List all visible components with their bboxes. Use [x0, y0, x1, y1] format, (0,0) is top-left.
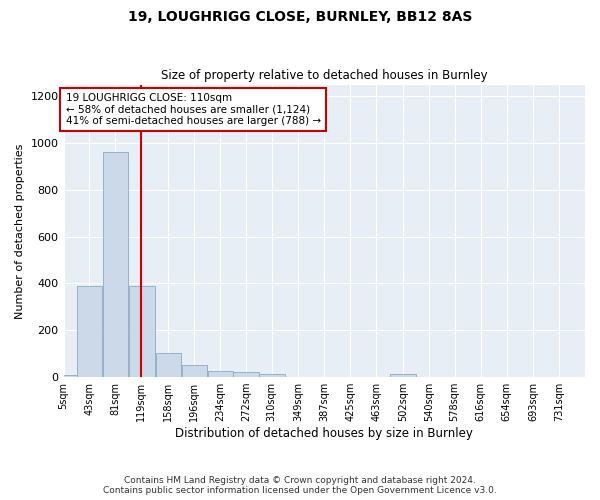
Bar	[129, 286, 155, 377]
Bar	[182, 366, 207, 377]
Bar	[233, 372, 259, 377]
Title: Size of property relative to detached houses in Burnley: Size of property relative to detached ho…	[161, 69, 488, 82]
Text: 19 LOUGHRIGG CLOSE: 110sqm
← 58% of detached houses are smaller (1,124)
41% of s: 19 LOUGHRIGG CLOSE: 110sqm ← 58% of deta…	[65, 92, 321, 126]
Text: Contains HM Land Registry data © Crown copyright and database right 2024.
Contai: Contains HM Land Registry data © Crown c…	[103, 476, 497, 495]
Bar	[77, 286, 103, 377]
Bar	[103, 152, 128, 377]
Bar	[208, 371, 233, 377]
Bar	[51, 374, 77, 377]
Bar	[391, 374, 416, 377]
Y-axis label: Number of detached properties: Number of detached properties	[15, 143, 25, 318]
X-axis label: Distribution of detached houses by size in Burnley: Distribution of detached houses by size …	[175, 427, 473, 440]
Bar	[155, 352, 181, 377]
Text: 19, LOUGHRIGG CLOSE, BURNLEY, BB12 8AS: 19, LOUGHRIGG CLOSE, BURNLEY, BB12 8AS	[128, 10, 472, 24]
Bar	[259, 374, 285, 377]
